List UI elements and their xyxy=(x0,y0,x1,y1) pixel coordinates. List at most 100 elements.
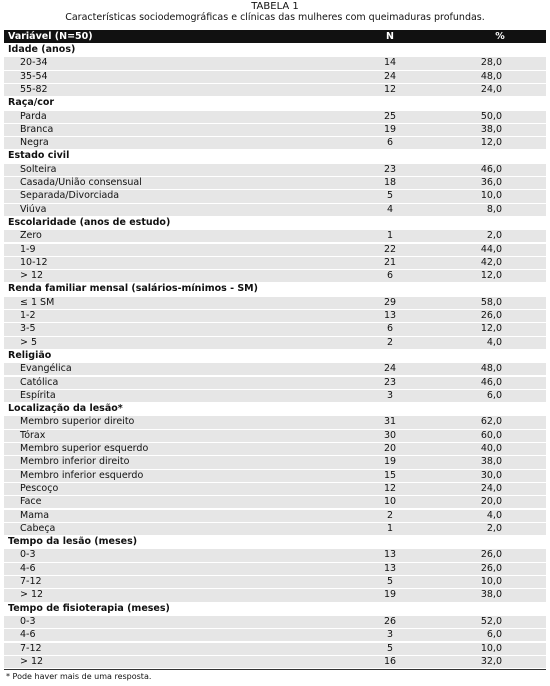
row-label: Branca xyxy=(20,123,54,135)
row-label: Casada/União consensual xyxy=(20,177,142,188)
section-title: Raça/cor xyxy=(8,97,55,109)
count-cell: 15 xyxy=(383,469,397,481)
section-title: Idade (anos) xyxy=(8,44,76,55)
row-label: Pescoço xyxy=(20,482,59,494)
count-cell: 12 xyxy=(383,482,397,494)
percent-cell: 46,0 xyxy=(480,163,502,175)
percent-cell: 42,0 xyxy=(480,256,502,268)
row-background xyxy=(4,522,546,536)
percent-cell: 12,0 xyxy=(480,137,502,149)
row-label: > 5 xyxy=(20,336,38,348)
row-background xyxy=(4,389,546,403)
percent-cell: 10,0 xyxy=(480,190,502,202)
footnote: * Pode haver mais de uma resposta. xyxy=(6,672,152,681)
count-cell: 19 xyxy=(383,589,397,601)
count-cell: 25 xyxy=(383,110,397,122)
count-cell: 13 xyxy=(383,562,397,574)
count-cell: 6 xyxy=(386,137,394,149)
row-background xyxy=(4,323,546,336)
percent-cell: 4,0 xyxy=(486,509,502,521)
percent-cell: 36,0 xyxy=(480,177,502,188)
percent-cell: 46,0 xyxy=(480,376,502,388)
row-label: 10-12 xyxy=(20,256,48,268)
row-background xyxy=(4,57,546,70)
count-cell: 20 xyxy=(383,443,397,454)
row-background xyxy=(4,376,546,389)
row-label: 3-5 xyxy=(20,323,36,335)
row-label: Evangélica xyxy=(20,363,72,375)
percent-cell: 26,0 xyxy=(480,549,502,561)
row-label: ≤ 1 SM xyxy=(20,296,55,308)
row-background xyxy=(4,83,546,97)
row-background xyxy=(4,456,546,469)
count-cell: 22 xyxy=(383,243,397,255)
percent-cell: 58,0 xyxy=(480,296,502,308)
row-label: Negra xyxy=(20,137,49,149)
percent-cell: 20,0 xyxy=(480,496,502,508)
row-label: Parda xyxy=(20,110,47,122)
row-background xyxy=(4,296,546,309)
percent-cell: 4,0 xyxy=(486,336,502,348)
row-background xyxy=(4,190,546,203)
count-cell: 19 xyxy=(383,456,397,468)
section-title: Escolaridade (anos de estudo) xyxy=(8,216,171,228)
row-background xyxy=(4,110,546,123)
row-background xyxy=(4,177,546,190)
table-label: TABELA 1 xyxy=(251,1,299,12)
row-background xyxy=(4,363,546,376)
percent-cell: 8,0 xyxy=(486,203,502,215)
row-background xyxy=(4,123,546,137)
row-label: 1-9 xyxy=(20,243,36,255)
row-background xyxy=(4,163,546,176)
row-label: Separada/Divorciada xyxy=(20,190,120,202)
row-label: Viúva xyxy=(20,203,47,215)
percent-cell: 38,0 xyxy=(480,589,502,601)
count-cell: 30 xyxy=(383,429,397,441)
row-label: Católica xyxy=(20,376,59,388)
row-background xyxy=(4,203,546,216)
row-background xyxy=(4,629,546,642)
row-background xyxy=(4,336,546,349)
row-label: 7-12 xyxy=(20,642,42,654)
row-background xyxy=(4,482,546,496)
row-background xyxy=(4,243,546,256)
count-cell: 16 xyxy=(383,655,397,667)
count-cell: 21 xyxy=(383,256,397,268)
row-label: Espírita xyxy=(20,389,56,401)
row-label: Membro inferior esquerdo xyxy=(20,469,144,481)
percent-cell: 52,0 xyxy=(480,615,502,627)
row-label: 4-6 xyxy=(20,562,36,574)
count-cell: 13 xyxy=(383,310,397,321)
row-background xyxy=(4,589,546,602)
row-label: > 12 xyxy=(20,655,44,667)
row-background xyxy=(4,549,546,562)
count-cell: 26 xyxy=(383,615,397,627)
count-cell: 4 xyxy=(386,203,394,215)
header-row xyxy=(4,30,546,43)
percent-cell: 30,0 xyxy=(480,469,502,481)
percent-cell: 6,0 xyxy=(486,629,502,641)
row-label: Solteira xyxy=(20,163,57,175)
row-label: Zero xyxy=(20,230,42,242)
row-label: 7-12 xyxy=(20,576,42,587)
count-cell: 29 xyxy=(383,296,397,308)
row-label: 0-3 xyxy=(20,549,36,561)
percent-cell: 12,0 xyxy=(480,323,502,335)
count-cell: 24 xyxy=(383,363,397,375)
count-cell: 31 xyxy=(383,416,397,428)
percent-cell: 48,0 xyxy=(480,363,502,375)
percent-cell: 2,0 xyxy=(486,522,502,534)
percent-cell: 6,0 xyxy=(486,389,502,401)
row-background xyxy=(4,256,546,270)
row-background xyxy=(4,496,546,509)
count-cell: 2 xyxy=(386,509,394,521)
row-label: 1-2 xyxy=(20,310,36,321)
row-label: 4-6 xyxy=(20,629,36,641)
row-background xyxy=(4,416,546,429)
count-cell: 2 xyxy=(386,336,394,348)
percent-cell: 38,0 xyxy=(480,123,502,135)
row-label: Membro inferior direito xyxy=(20,456,130,468)
count-cell: 5 xyxy=(386,576,394,587)
row-background xyxy=(4,230,546,243)
